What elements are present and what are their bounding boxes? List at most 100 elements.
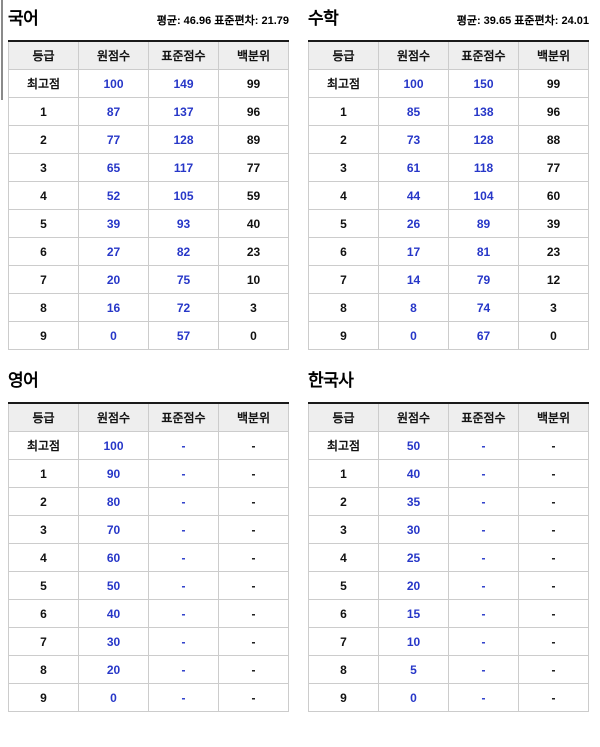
table-row: 7 20 75 10	[8, 265, 289, 295]
cell-standard-score: -	[148, 599, 219, 629]
cell-grade: 6	[308, 599, 379, 629]
cell-raw-score: 100	[78, 431, 149, 461]
cell-grade: 1	[308, 459, 379, 489]
column-header-percentile: 백분위	[518, 402, 589, 433]
column-header-percentile: 백분위	[218, 402, 289, 433]
cell-percentile: 77	[518, 153, 589, 183]
column-header-raw-score: 원점수	[378, 402, 449, 433]
table-row: 최고점 100- -	[8, 431, 289, 461]
table-row: 9 0 57 0	[8, 321, 289, 351]
table-row: 6 40- -	[8, 599, 289, 629]
column-header-raw-score: 원점수	[78, 40, 149, 71]
cell-grade: 4	[308, 181, 379, 211]
table-row: 1 87 137 96	[8, 97, 289, 127]
cell-standard-score: -	[448, 487, 519, 517]
cell-raw-score: 44	[378, 181, 449, 211]
table-row: 최고점 50- -	[308, 431, 589, 461]
subject-section-korean-history: 한국사 등급 원점수 표준점수 백분위 최고점 50- -1 40- -2 35- -3 30…	[308, 371, 589, 713]
cell-standard-score: -	[448, 459, 519, 489]
cell-standard-score: -	[448, 627, 519, 657]
cell-raw-score: 65	[78, 153, 149, 183]
table-row: 3 30- -	[308, 515, 589, 545]
cell-standard-score: 67	[448, 321, 519, 351]
cell-grade: 8	[8, 655, 79, 685]
cell-standard-score: -	[448, 571, 519, 601]
cell-percentile: 10	[218, 265, 289, 295]
header-row: 등급 원점수 표준점수 백분위	[8, 402, 289, 433]
cell-grade: 4	[8, 181, 79, 211]
cell-raw-score: 20	[78, 265, 149, 295]
table-row: 3 61 118 77	[308, 153, 589, 183]
cell-grade: 6	[8, 599, 79, 629]
cell-percentile: -	[218, 431, 289, 461]
cell-percentile: 60	[518, 181, 589, 211]
cell-raw-score: 40	[378, 459, 449, 489]
cell-standard-score: 74	[448, 293, 519, 323]
cell-raw-score: 30	[78, 627, 149, 657]
cell-raw-score: 8	[378, 293, 449, 323]
cell-standard-score: 118	[448, 153, 519, 183]
cell-standard-score: 82	[148, 237, 219, 267]
section-header-korean-history: 한국사	[308, 371, 589, 391]
cell-raw-score: 52	[78, 181, 149, 211]
cell-grade: 최고점	[308, 431, 379, 461]
table-row: 2 73 128 88	[308, 125, 589, 155]
grade-score-table-korean-history: 등급 원점수 표준점수 백분위 최고점 50- -1 40- -2 35- -3 30- -4 2…	[308, 401, 589, 713]
cell-raw-score: 61	[378, 153, 449, 183]
cell-percentile: 59	[218, 181, 289, 211]
table-body-korean-history: 최고점 50- -1 40- -2 35- -3 30- -4 25- -5 20- -6 15- -7 10…	[308, 431, 589, 713]
cell-raw-score: 0	[378, 683, 449, 713]
cell-standard-score: 79	[448, 265, 519, 295]
table-row: 2 35- -	[308, 487, 589, 517]
column-header-standard-score: 표준점수	[148, 40, 219, 71]
table-row: 6 17 81 23	[308, 237, 589, 267]
cell-percentile: -	[218, 627, 289, 657]
cell-percentile: -	[518, 655, 589, 685]
cell-grade: 2	[8, 487, 79, 517]
cell-percentile: -	[218, 543, 289, 573]
cell-standard-score: -	[448, 599, 519, 629]
cell-percentile: 39	[518, 209, 589, 239]
table-row: 8 8 74 3	[308, 293, 589, 323]
column-header-raw-score: 원점수	[78, 402, 149, 433]
cell-raw-score: 0	[78, 683, 149, 713]
subject-title: 한국사	[308, 371, 354, 391]
cell-grade: 7	[8, 265, 79, 295]
table-header: 등급 원점수 표준점수 백분위	[8, 40, 289, 71]
column-header-standard-score: 표준점수	[148, 402, 219, 433]
cell-raw-score: 60	[78, 543, 149, 573]
subject-title: 영어	[8, 371, 39, 391]
cell-raw-score: 35	[378, 487, 449, 517]
cell-raw-score: 70	[78, 515, 149, 545]
cell-percentile: 96	[518, 97, 589, 127]
cell-percentile: -	[218, 459, 289, 489]
subject-stats: 평균: 46.96 표준편차: 21.79	[156, 14, 289, 27]
cell-grade: 5	[8, 571, 79, 601]
cell-standard-score: 57	[148, 321, 219, 351]
cell-grade: 1	[308, 97, 379, 127]
cell-percentile: -	[518, 431, 589, 461]
cell-grade: 8	[308, 293, 379, 323]
cell-grade: 7	[308, 627, 379, 657]
table-row: 7 10- -	[308, 627, 589, 657]
table-row: 4 60- -	[8, 543, 289, 573]
cell-percentile: 23	[218, 237, 289, 267]
table-row: 4 44 104 60	[308, 181, 589, 211]
cell-grade: 9	[8, 683, 79, 713]
column-header-grade: 등급	[308, 402, 379, 433]
cell-grade: 최고점	[8, 69, 79, 99]
cell-percentile: -	[218, 571, 289, 601]
left-edge-divider	[1, 0, 3, 100]
table-body-math: 최고점 100 150 99 1 85 138 96 2 73 128 88 3 61 118 77 4 44 10…	[308, 69, 589, 351]
table-header: 등급 원점수 표준점수 백분위	[308, 402, 589, 433]
cell-grade: 2	[308, 125, 379, 155]
subject-title: 국어	[8, 9, 39, 28]
table-row: 5 20- -	[308, 571, 589, 601]
cell-raw-score: 85	[378, 97, 449, 127]
table-row: 최고점 100 149 99	[8, 69, 289, 99]
table-row: 6 27 82 23	[8, 237, 289, 267]
table-row: 최고점 100 150 99	[308, 69, 589, 99]
cell-grade: 4	[308, 543, 379, 573]
